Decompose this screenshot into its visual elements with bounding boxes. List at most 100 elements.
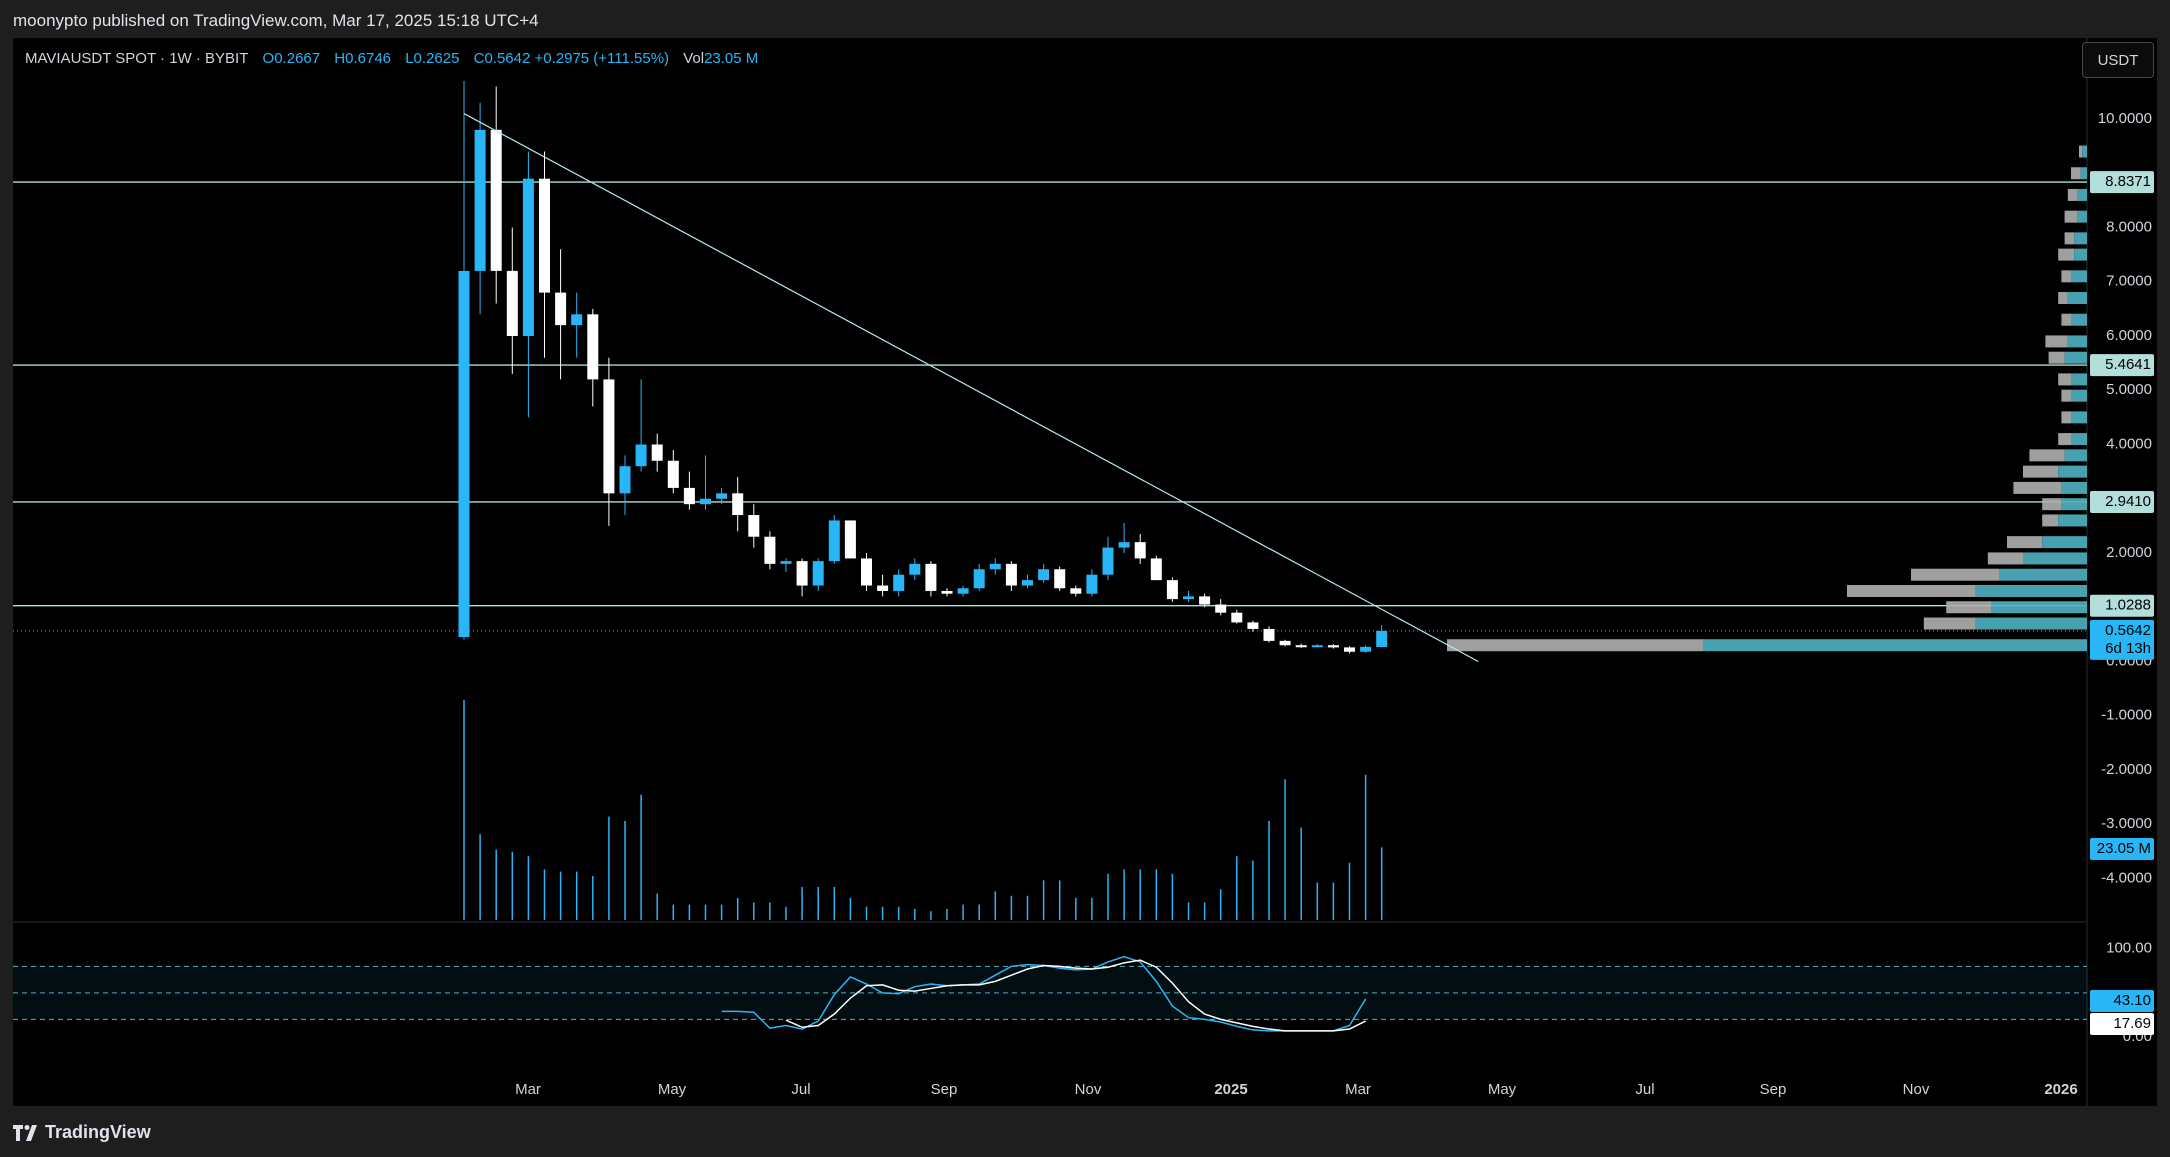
candle-down xyxy=(764,536,776,564)
volume-profile-bar-up xyxy=(2023,552,2087,565)
candle-countdown: 6d 13h xyxy=(2105,640,2151,657)
volume-profile-bar-up xyxy=(1975,617,2087,630)
chart-svg[interactable]: 10.0000 8.0000 7.0000 6.0000 5.0000 4.0000 2.0… xyxy=(13,38,2157,1106)
volume-profile-bar-up xyxy=(2061,481,2087,494)
volume-profile-bar-down xyxy=(1987,552,2023,565)
volume-profile-bar-down xyxy=(2061,411,2071,424)
volume-value-tag: 23.05 M xyxy=(2097,840,2151,857)
symbol-name[interactable]: MAVIAUSDT SPOT · 1W · BYBIT xyxy=(25,50,249,67)
volume-profile-bar-up xyxy=(2064,351,2087,364)
candle-up xyxy=(1038,569,1050,581)
volume-profile-bar-down xyxy=(2013,481,2062,494)
price-level-tag: 2.9410 xyxy=(2105,493,2151,510)
volume-profile-bar-down xyxy=(2048,351,2065,364)
candle-up xyxy=(1086,574,1098,594)
candle-down xyxy=(1150,558,1162,581)
volume-profile-bar-up xyxy=(1975,584,2087,597)
volume-profile-bar-down xyxy=(1946,601,1991,614)
candle-down xyxy=(1231,612,1243,623)
volume-profile-bar-down xyxy=(1923,617,1975,630)
candle-up xyxy=(619,466,631,494)
last-price-tag: 0.5642 xyxy=(2105,622,2151,639)
candle-down xyxy=(1166,580,1178,600)
legend-volume-label: Vol xyxy=(683,50,705,67)
candle-down xyxy=(587,314,599,380)
volume-profile-bar-up xyxy=(2071,389,2087,402)
volume-profile-bar-down xyxy=(2058,292,2068,305)
volume-profile-bar-down xyxy=(2079,145,2083,158)
price-level-tag: 8.8371 xyxy=(2105,173,2151,190)
volume-profile-bar-up xyxy=(2077,210,2087,223)
publisher-bar: moonypto published on TradingView.com, M… xyxy=(0,0,2170,38)
chart-panel[interactable]: 10.0000 8.0000 7.0000 6.0000 5.0000 4.0000 2.0… xyxy=(13,38,2157,1106)
legend-high-label: H xyxy=(334,50,346,67)
candle-down xyxy=(796,561,808,586)
price-axis-label: 4.0000 xyxy=(2106,435,2152,452)
legend-close: C0.5642 +0.2975 (+111.55%) xyxy=(474,50,669,67)
legend-change: +0.2975 (+111.55%) xyxy=(534,50,670,67)
price-axis-label: -1.0000 xyxy=(2101,707,2152,724)
time-axis-label: Sep xyxy=(1760,1081,1787,1098)
time-axis-label: Jul xyxy=(791,1081,810,1098)
candle-down xyxy=(1247,622,1259,629)
candle-up xyxy=(700,498,711,505)
candle-down xyxy=(667,460,679,488)
candle-down xyxy=(506,270,518,336)
volume-profile-bar-down xyxy=(2058,433,2071,446)
price-level-tag-bg xyxy=(2090,594,2154,617)
candle-up xyxy=(957,588,969,594)
price-axis-label: -3.0000 xyxy=(2101,815,2152,832)
candle-down xyxy=(603,379,615,494)
symbol-legend: MAVIAUSDT SPOT · 1W · BYBIT O0.2667 H0.6… xyxy=(25,50,768,67)
price-level-tag-bg xyxy=(2090,354,2154,377)
price-level-tag-bg xyxy=(2090,171,2154,194)
volume-profile-bar-up xyxy=(1703,639,2087,652)
volume-profile-bar-down xyxy=(1911,568,1999,581)
candle-up xyxy=(1022,580,1033,586)
stoch-d-tag: 17.69 xyxy=(2113,1015,2151,1032)
volume-profile-bar-up xyxy=(2077,188,2087,201)
currency-button[interactable]: USDT xyxy=(2082,42,2154,78)
legend-low-label: L xyxy=(405,50,414,67)
candle-down xyxy=(925,563,937,591)
legend-open: O0.2667 xyxy=(263,50,321,67)
legend-open-value: 0.2667 xyxy=(274,50,321,67)
legend-high-value: 0.6746 xyxy=(345,50,392,67)
volume-profile-bar-down xyxy=(2045,335,2068,348)
legend-close-label: C xyxy=(473,50,485,67)
price-axis-label: 6.0000 xyxy=(2106,327,2152,344)
tradingview-brand[interactable]: TradingView xyxy=(13,1122,151,1143)
volume-profile-bar-up xyxy=(2071,373,2087,386)
price-level-tag: 5.4641 xyxy=(2105,356,2151,373)
volume-profile-bar-up xyxy=(2061,498,2087,511)
candle-up xyxy=(1183,596,1194,600)
candle-up xyxy=(812,561,824,586)
price-axis-label: -2.0000 xyxy=(2101,761,2152,778)
volume-profile-bar-down xyxy=(2071,167,2081,180)
time-axis-label: May xyxy=(1488,1081,1517,1098)
price-axis-label: 10.0000 xyxy=(2098,110,2152,127)
candle-down xyxy=(539,178,550,293)
candle-down xyxy=(941,590,953,594)
candle-down xyxy=(732,493,744,516)
footer-bar: TradingView xyxy=(0,1106,2170,1157)
time-axis-label: Nov xyxy=(1903,1081,1930,1098)
candle-down xyxy=(555,292,567,326)
volume-profile-bar-up xyxy=(2071,433,2087,446)
candle-up xyxy=(635,444,647,467)
volume-profile-bar-down xyxy=(1447,639,1703,652)
candle-down xyxy=(861,558,872,586)
candle-down xyxy=(1215,604,1227,613)
volume-profile-bar-down xyxy=(2061,389,2071,402)
candle-down xyxy=(1327,645,1339,648)
price-axis-label: 2.0000 xyxy=(2106,544,2152,561)
volume-profile-bar-down xyxy=(2058,373,2071,386)
volume-profile-bar-down xyxy=(2061,313,2071,326)
candle-up xyxy=(1360,646,1372,652)
volume-profile-bar-up xyxy=(2058,514,2087,527)
candle-down xyxy=(844,520,856,559)
volume-profile-bar-up xyxy=(2071,270,2087,283)
candle-down xyxy=(1263,628,1275,641)
volume-profile-bar-up xyxy=(2071,411,2087,424)
stoch-k-tag-bg xyxy=(2090,990,2154,1012)
